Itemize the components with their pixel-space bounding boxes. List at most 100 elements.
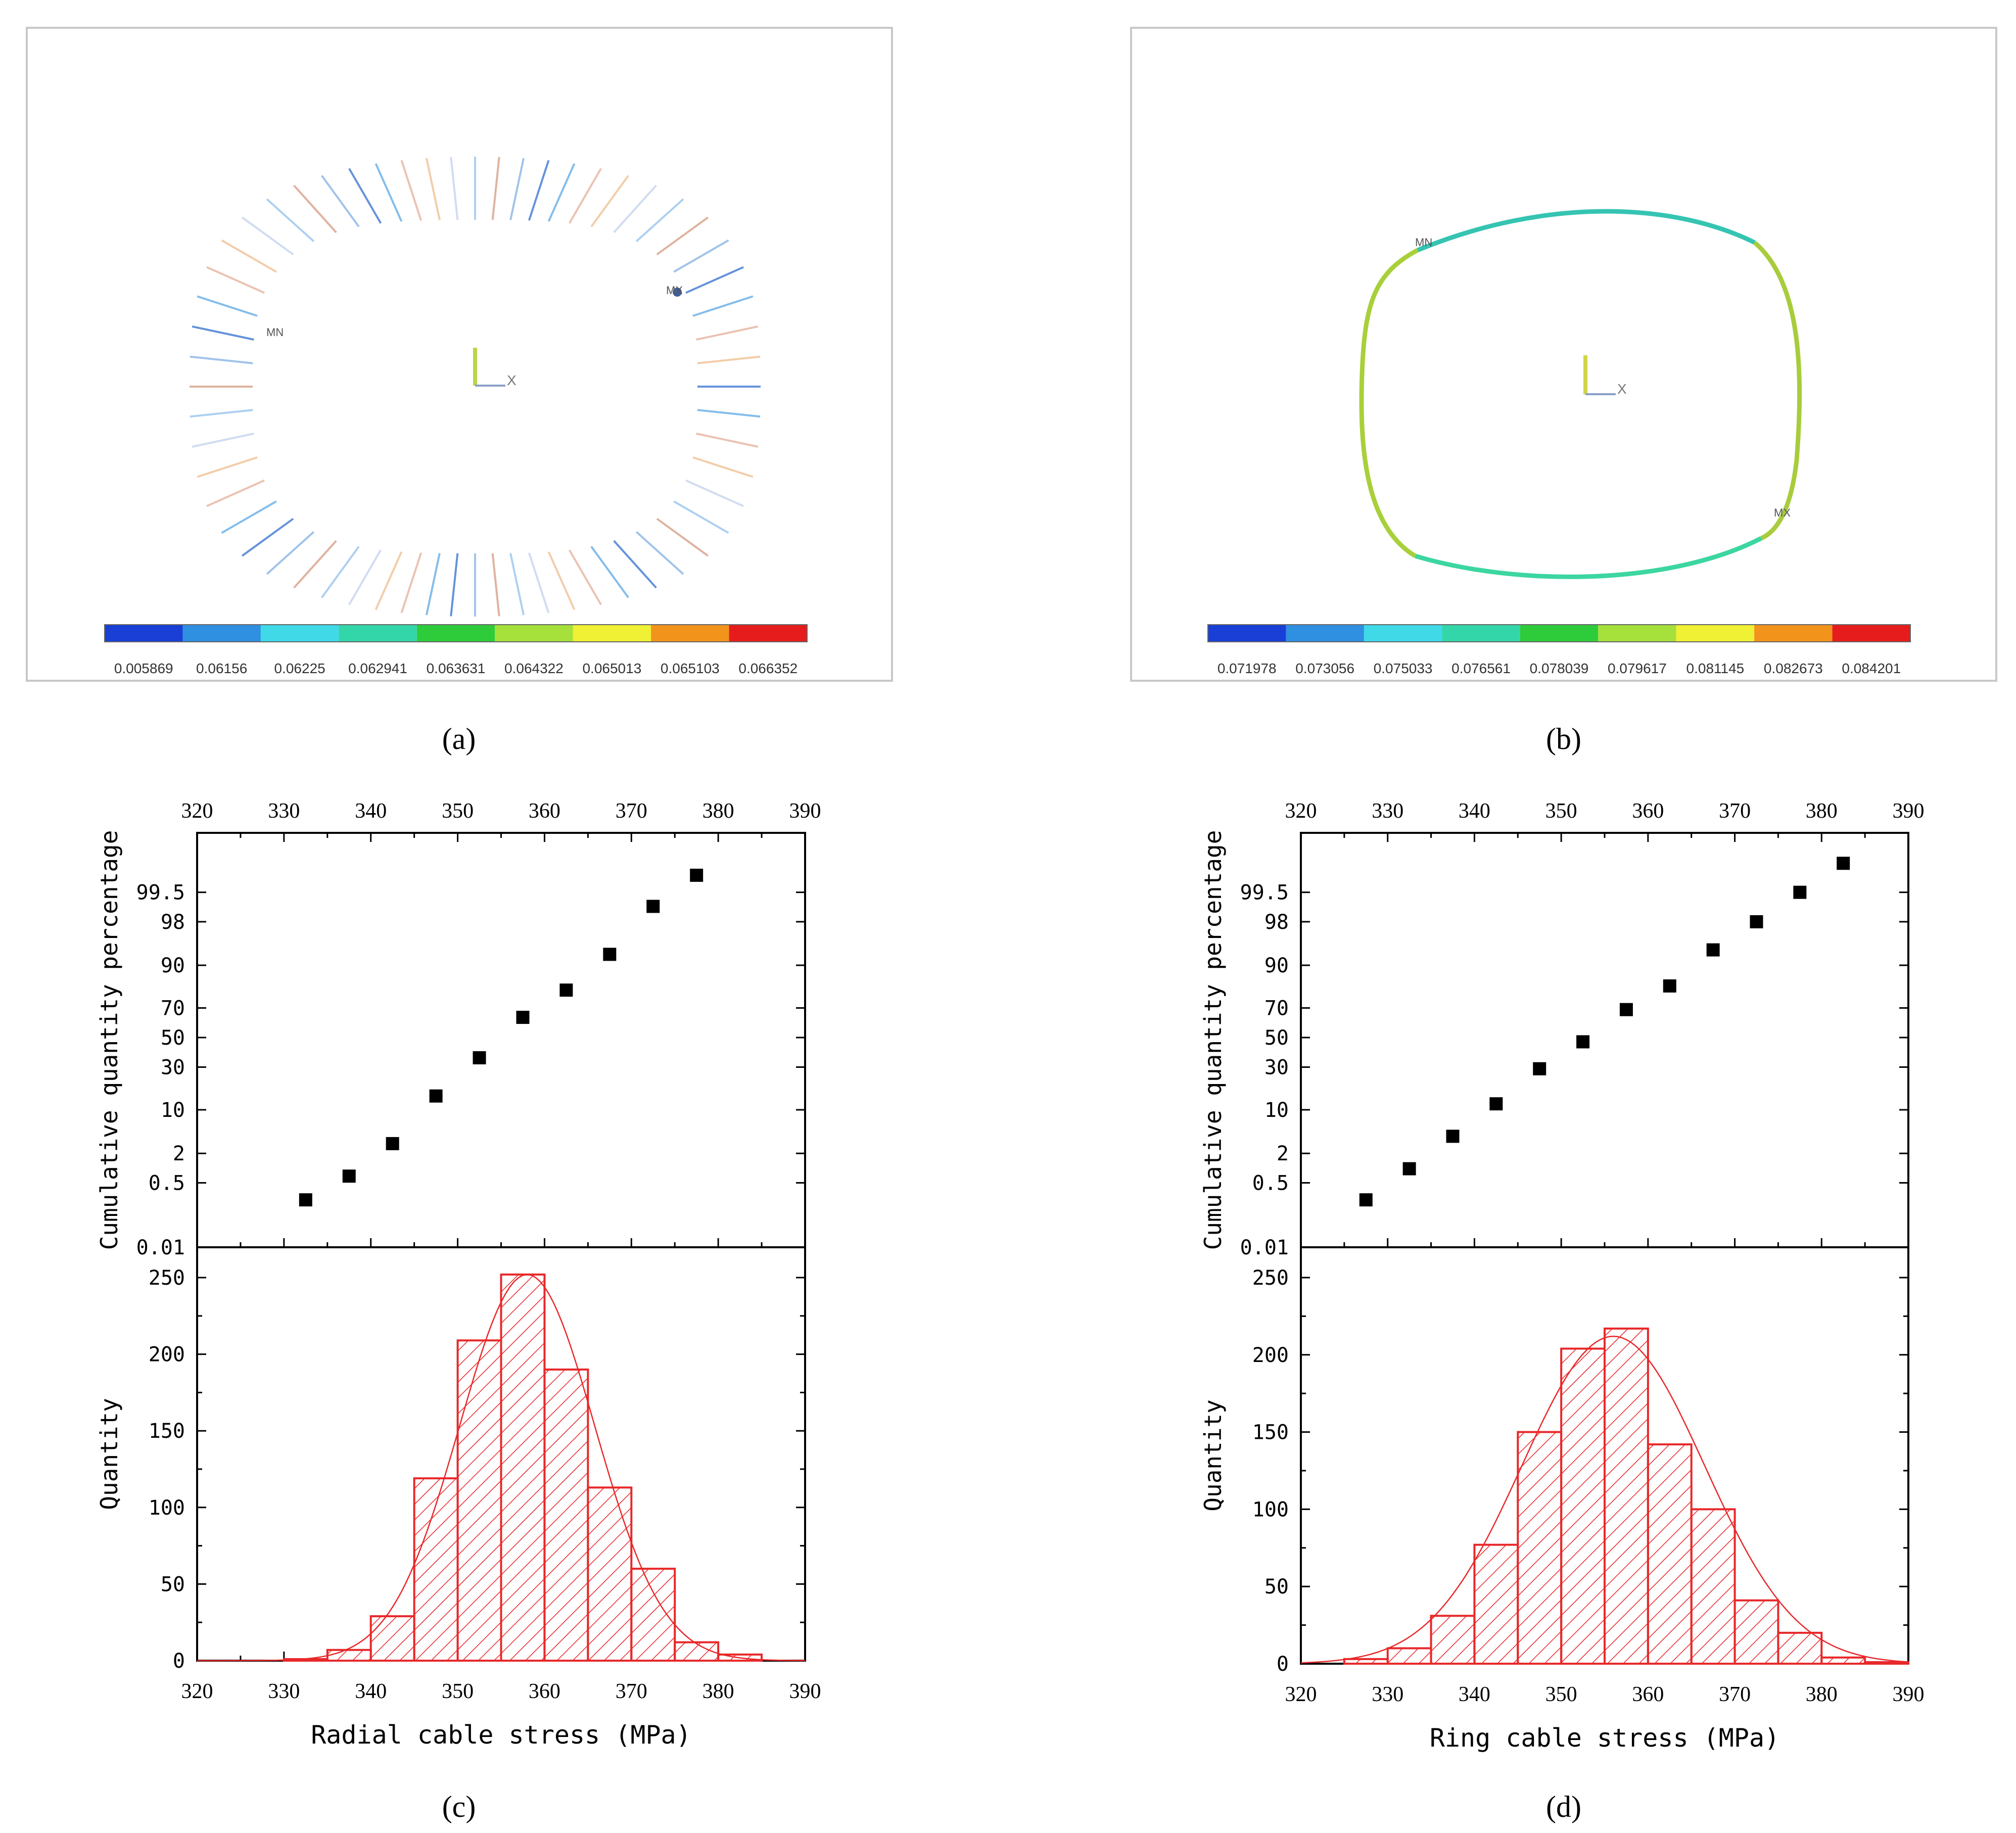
histogram-bar	[369, 1615, 415, 1662]
x-tick-label-top: 390	[789, 800, 821, 823]
radial-cable	[509, 158, 525, 220]
histogram-bar	[1430, 1615, 1476, 1665]
prob-point	[559, 983, 573, 997]
hist-y-axis-label: Quantity	[1199, 1399, 1227, 1512]
color-legend-b: 0.071978 0.073056 0.075033 0.076561 0.078039…	[1207, 624, 1911, 676]
prob-point	[1837, 857, 1850, 870]
prob-point	[429, 1089, 443, 1103]
legend-value: 0.066352	[738, 661, 798, 676]
probability-plot-frame	[1300, 832, 1909, 1248]
histogram-bar	[500, 1273, 546, 1662]
radial-cable	[635, 531, 684, 575]
x-tick-label: 350	[442, 1680, 474, 1703]
hist-y-tick-label: 0	[1277, 1653, 1289, 1676]
legend-swatch	[1364, 625, 1442, 642]
prob-y-tick-label: 70	[161, 997, 185, 1020]
legend-swatch	[1598, 625, 1676, 642]
prob-point	[1489, 1097, 1503, 1111]
prob-point	[1446, 1130, 1460, 1143]
histogram-bar	[1733, 1599, 1779, 1665]
axis-x-label: X	[507, 372, 517, 388]
node-marker-mn: MN	[266, 326, 284, 339]
legend-swatch	[1208, 625, 1286, 642]
radial-cable	[190, 355, 253, 364]
legend-value: 0.064322	[504, 661, 564, 676]
x-tick-label: 370	[616, 1680, 647, 1703]
prob-y-tick-label: 30	[161, 1056, 185, 1079]
panel-label-b: (b)	[1546, 722, 1581, 756]
histogram-bar	[587, 1486, 633, 1662]
histogram-bar	[1690, 1508, 1736, 1665]
x-tick-label-top: 360	[529, 800, 560, 823]
x-tick-label: 350	[1545, 1683, 1577, 1706]
x-tick-label: 380	[1806, 1683, 1838, 1706]
hist-y-tick-label: 50	[161, 1573, 185, 1596]
x-tick-label: 360	[1632, 1683, 1664, 1706]
radial-cable	[673, 239, 729, 273]
prob-point	[1663, 979, 1676, 993]
histogram-bar	[1517, 1431, 1563, 1665]
radial-cable	[190, 409, 253, 418]
radial-cable	[547, 551, 576, 610]
prob-point	[1793, 885, 1807, 899]
histogram-bar	[1864, 1661, 1909, 1665]
histogram-bar	[1820, 1656, 1866, 1665]
x-tick-label-top: 350	[1545, 800, 1577, 823]
radial-cable	[450, 553, 459, 617]
prob-y-tick-label: 0.01	[1240, 1236, 1289, 1259]
panel-b: X MN MX 0.071978 0.073056 0.075033 0.076561…	[1130, 27, 1997, 682]
x-tick-label: 340	[1459, 1683, 1490, 1706]
prob-y-tick-label: 2	[173, 1142, 185, 1165]
prob-point	[1533, 1062, 1546, 1075]
radial-cable	[192, 433, 254, 448]
radial-cable	[696, 325, 759, 341]
radial-cable	[400, 552, 423, 614]
radial-cable	[696, 433, 759, 448]
legend-value: 0.065103	[661, 661, 720, 676]
prob-y-tick-label: 98	[1264, 911, 1289, 934]
radial-cable	[266, 198, 315, 243]
x-axis-label: Ring cable stress (MPa)	[1430, 1723, 1779, 1753]
prob-y-tick-label: 90	[161, 954, 185, 977]
histogram-bar	[1604, 1327, 1649, 1665]
x-tick-label: 340	[355, 1680, 387, 1703]
histogram-bar	[543, 1368, 589, 1662]
radial-cable	[266, 531, 315, 575]
radial-cable	[320, 175, 360, 227]
x-tick-label-top: 380	[1806, 800, 1838, 823]
radial-cables	[190, 157, 761, 617]
prob-point	[1750, 915, 1763, 928]
radial-cable	[197, 456, 258, 478]
x-tick-label-top: 340	[1459, 800, 1490, 823]
radial-cable	[320, 546, 360, 598]
normal-fit-curve	[1300, 1335, 1909, 1664]
legend-value: 0.082673	[1764, 661, 1823, 676]
radial-cable	[613, 540, 657, 589]
hist-y-tick-label: 250	[149, 1266, 185, 1290]
histogram-bar	[1343, 1658, 1389, 1665]
hist-y-tick-label: 150	[149, 1420, 185, 1443]
x-tick-label-top: 340	[355, 800, 387, 823]
hist-y-tick-label: 100	[1252, 1498, 1289, 1521]
legend-value: 0.063631	[427, 661, 486, 676]
prob-point	[1706, 943, 1720, 957]
node-label-mn: MN	[266, 326, 284, 339]
prob-y-tick-label: 0.5	[149, 1171, 185, 1195]
legend-swatch	[1442, 625, 1520, 642]
radial-cable	[425, 553, 441, 616]
legend-swatch	[182, 625, 261, 642]
panel-label-c: (c)	[442, 1790, 476, 1823]
hist-y-tick-label: 50	[1264, 1575, 1289, 1599]
radial-cable	[635, 198, 684, 243]
x-tick-label: 330	[1372, 1683, 1403, 1706]
x-axis-label: Radial cable stress (MPa)	[311, 1720, 691, 1750]
legend-value: 0.075033	[1374, 661, 1433, 676]
x-tick-label-top: 380	[702, 800, 734, 823]
radial-cable	[221, 500, 277, 534]
legend-value: 0.06225	[274, 661, 325, 676]
histogram-bar	[413, 1477, 459, 1662]
legend-value: 0.084201	[1842, 661, 1901, 676]
hist-y-tick-label: 0	[173, 1650, 185, 1673]
panel-label-a: (a)	[442, 722, 476, 756]
histogram-bar	[1560, 1347, 1606, 1665]
